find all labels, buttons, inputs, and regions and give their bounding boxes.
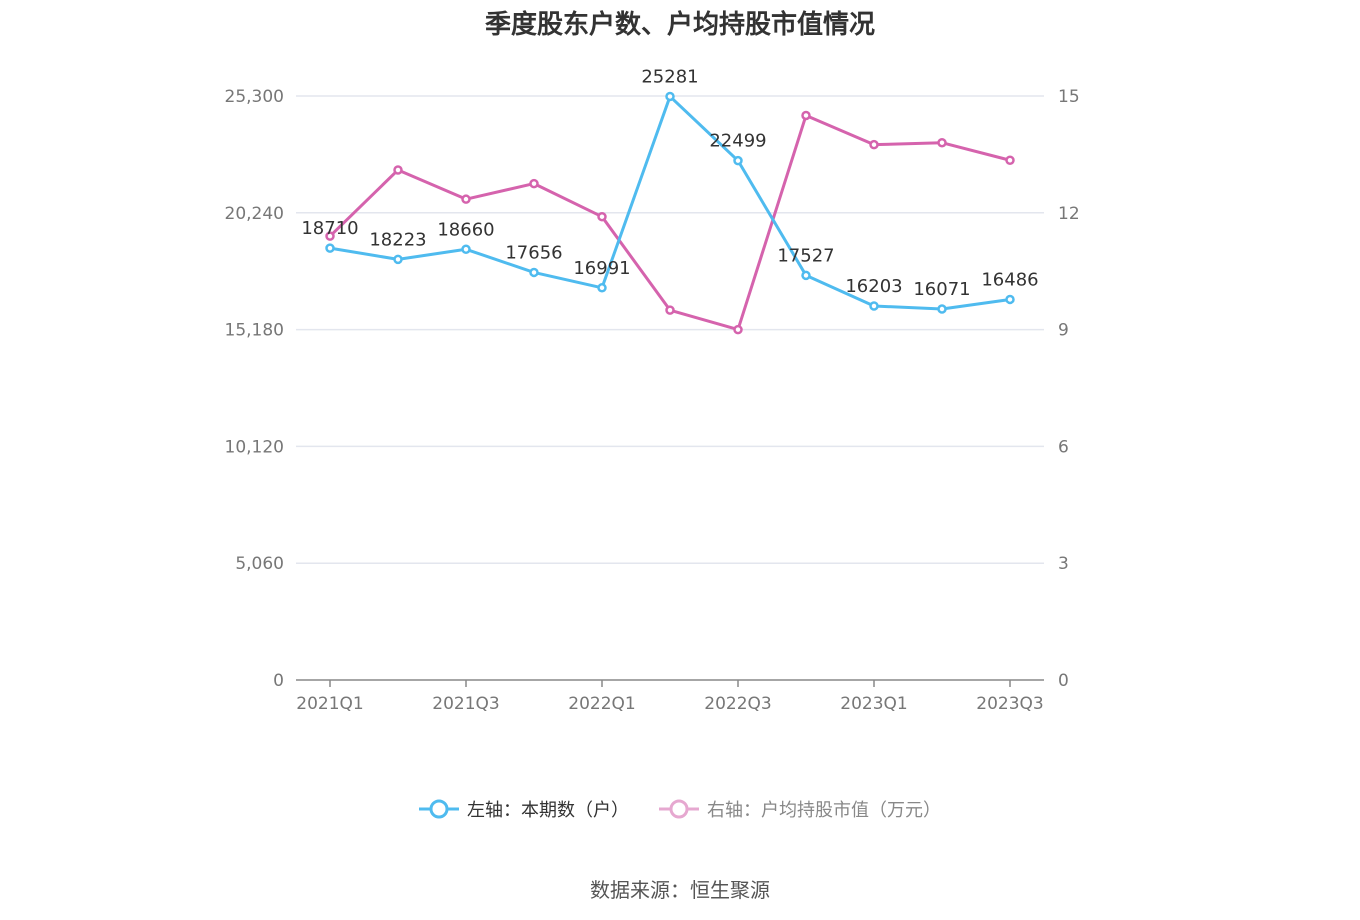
legend-label-left-series: 左轴：本期数（户） xyxy=(467,800,629,821)
legend-label-right-series: 右轴：户均持股市值（万元） xyxy=(707,800,941,821)
left-axis-ticks: 0 5,060 10,120 15,180 20,240 25,300 xyxy=(225,87,284,691)
left-axis-tick-label: 10,120 xyxy=(225,437,284,457)
left-series-point[interactable] xyxy=(461,244,471,255)
data-label: 16486 xyxy=(981,269,1038,290)
legend: 左轴：本期数（户） 右轴：户均持股市值（万元） xyxy=(0,796,1360,822)
right-series-point[interactable] xyxy=(1005,155,1015,165)
right-series-line xyxy=(328,113,1011,332)
x-axis-tick-label: 2021Q3 xyxy=(432,694,499,714)
data-label: 18660 xyxy=(437,219,494,240)
legend-marker-right-icon xyxy=(659,799,699,819)
data-labels: 18710 18223 18660 17656 16991 25281 22499 17527… xyxy=(301,66,1038,300)
left-axis-tick-label: 15,180 xyxy=(225,321,284,341)
left-axis-tick-label: 20,240 xyxy=(225,204,284,224)
left-series-point[interactable] xyxy=(529,267,539,278)
right-axis-tick-label: 3 xyxy=(1058,554,1069,574)
right-series-point[interactable] xyxy=(325,231,335,241)
right-series-point[interactable] xyxy=(801,110,811,121)
data-label: 16991 xyxy=(573,258,630,279)
left-axis-tick-label: 25,300 xyxy=(225,87,284,107)
left-series-point[interactable] xyxy=(597,283,607,293)
right-series-point[interactable] xyxy=(393,165,403,175)
legend-item-left-series[interactable]: 左轴：本期数（户） xyxy=(419,796,629,822)
right-series-point[interactable] xyxy=(461,194,471,204)
left-axis-tick-label: 5,060 xyxy=(235,554,284,574)
left-series-point[interactable] xyxy=(325,243,335,253)
right-series-point[interactable] xyxy=(937,137,947,148)
grid-lines xyxy=(296,95,1044,564)
left-series-point[interactable] xyxy=(801,270,811,281)
x-axis: 2021Q1 2021Q3 2022Q1 2022Q3 2023Q1 2023Q3 xyxy=(296,679,1044,714)
data-label: 16071 xyxy=(913,279,970,300)
legend-marker-left-icon xyxy=(419,799,459,819)
right-axis-tick-label: 6 xyxy=(1058,437,1069,457)
data-label: 25281 xyxy=(641,66,698,87)
data-label: 16203 xyxy=(845,276,902,297)
right-axis-tick-label: 9 xyxy=(1058,321,1069,341)
right-axis-tick-label: 0 xyxy=(1058,671,1069,691)
data-label: 17527 xyxy=(777,245,834,266)
right-axis-tick-label: 12 xyxy=(1058,204,1080,224)
x-axis-tick-label: 2022Q1 xyxy=(568,694,635,714)
right-axis-tick-label: 15 xyxy=(1058,87,1080,107)
data-label: 18223 xyxy=(369,229,426,250)
right-series-point[interactable] xyxy=(597,211,607,222)
legend-item-right-series[interactable]: 右轴：户均持股市值（万元） xyxy=(659,796,941,822)
left-series-point[interactable] xyxy=(665,91,675,102)
right-series-point[interactable] xyxy=(665,305,675,315)
x-axis-tick-label: 2021Q1 xyxy=(296,694,363,714)
right-series-point[interactable] xyxy=(869,139,879,150)
source-note: 数据来源：恒生聚源 xyxy=(590,878,770,902)
left-series-point[interactable] xyxy=(869,301,879,311)
left-series-point[interactable] xyxy=(393,254,403,265)
right-series-point[interactable] xyxy=(529,178,539,189)
data-label: 22499 xyxy=(709,131,766,152)
left-series-point[interactable] xyxy=(937,304,947,314)
data-label: 18710 xyxy=(301,218,358,239)
left-series-line xyxy=(329,94,1011,311)
left-series-point[interactable] xyxy=(1005,294,1015,305)
series-layer xyxy=(325,91,1015,335)
x-axis-tick-label: 2023Q1 xyxy=(840,694,907,714)
left-axis-tick-label: 0 xyxy=(273,671,284,691)
right-axis-ticks: 0 3 6 9 12 15 xyxy=(1058,87,1080,691)
x-axis-tick-label: 2023Q3 xyxy=(976,694,1043,714)
chart-title: 季度股东户数、户均持股市值情况 xyxy=(484,10,875,40)
x-axis-tick-label: 2022Q3 xyxy=(704,694,771,714)
left-series-point[interactable] xyxy=(733,155,743,166)
right-series-point[interactable] xyxy=(733,324,743,335)
data-label: 17656 xyxy=(505,242,562,263)
